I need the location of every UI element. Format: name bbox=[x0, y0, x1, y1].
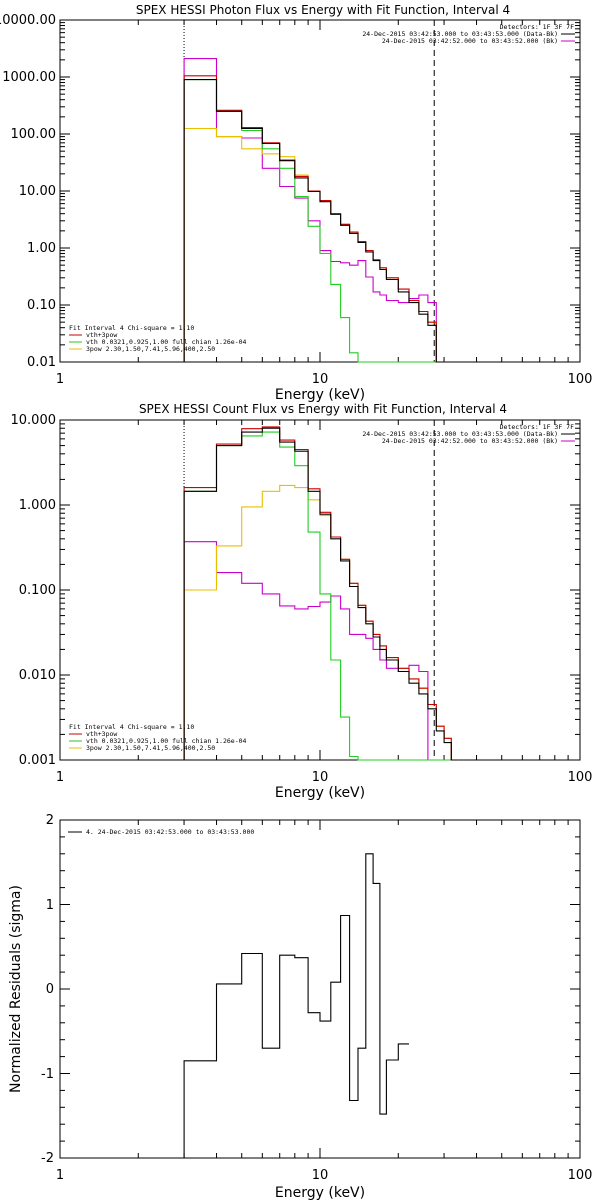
count-ytick-label: 10.000 bbox=[11, 413, 57, 428]
photon-flux-title: SPEX HESSI Photon Flux vs Energy with Fi… bbox=[136, 3, 510, 17]
residual-xtick-label: 100 bbox=[568, 1168, 593, 1183]
total-series-line bbox=[183, 853, 409, 1158]
nonthermal-series-line bbox=[183, 127, 445, 363]
count-ytick-label: 1.000 bbox=[19, 498, 56, 513]
total-series-line bbox=[183, 79, 445, 363]
bk-series-line bbox=[183, 541, 459, 761]
residual-ytick-label: 1 bbox=[46, 898, 54, 913]
photon-ytick-label: 0.01 bbox=[27, 355, 56, 370]
photon-xtick-label: 1 bbox=[56, 372, 64, 387]
count-ytick-label: 0.001 bbox=[19, 753, 56, 768]
residual-yaxis-label: Normalized Residuals (sigma) bbox=[8, 885, 24, 1093]
count-bk-interval-info: 24-Dec-2015 03:42:52.000 to 03:43:52.000… bbox=[382, 437, 558, 445]
photon-ytick-label: 100.00 bbox=[11, 127, 57, 142]
count-ytick-label: 0.010 bbox=[19, 668, 56, 683]
nonthermal-series-line bbox=[183, 484, 459, 761]
residual-ytick-label: 2 bbox=[46, 813, 54, 828]
count-flux-ticks bbox=[59, 419, 581, 761]
photon-bk-interval-info: 24-Dec-2015 03:42:52.000 to 03:43:52.000… bbox=[382, 37, 558, 45]
count-xtick-label: 100 bbox=[568, 770, 593, 785]
residual-ytick-label: 0 bbox=[46, 982, 54, 997]
photon-ytick-label: 1.00 bbox=[27, 241, 56, 256]
residual-ytick-label: -2 bbox=[41, 1151, 54, 1166]
count-legend-sum-label: vth+3pow bbox=[86, 730, 117, 738]
photon-ytick-label: 10000.00 bbox=[0, 13, 56, 28]
photon-legend-3pow-label: 3pow 2.30,1.50,7.41,5.96,400,2.50 bbox=[86, 345, 215, 353]
count-flux-marks bbox=[183, 420, 459, 761]
photon-ytick-label: 1000.00 bbox=[2, 70, 56, 85]
count-data-interval-info: 24-Dec-2015 03:42:53.000 to 03:43:53.000… bbox=[362, 430, 558, 438]
count-flux-title: SPEX HESSI Count Flux vs Energy with Fit… bbox=[139, 402, 507, 416]
vth-series-line bbox=[183, 431, 459, 761]
residual-xtick-label: 10 bbox=[312, 1168, 329, 1183]
count-xtick-label: 1 bbox=[56, 770, 64, 785]
residuals-panel: -2 -1 0 1 2 1 10 100 Energy (keV) Normal… bbox=[8, 813, 592, 1200]
count-xtick-label: 10 bbox=[312, 770, 329, 785]
count-legend-vth-label: vth 0.0321,0.925,1.00 full chian 1.26e-0… bbox=[86, 737, 247, 745]
photon-flux-marks bbox=[183, 20, 445, 363]
photon-ytick-label: 10.00 bbox=[19, 184, 56, 199]
count-flux-panel: SPEX HESSI Count Flux vs Energy with Fit… bbox=[11, 402, 593, 801]
sum-series-line bbox=[183, 75, 445, 363]
bk-series-line bbox=[183, 58, 445, 363]
photon-data-interval-info: 24-Dec-2015 03:42:53.000 to 03:43:53.000… bbox=[362, 30, 558, 38]
photon-xtick-label: 10 bbox=[312, 372, 329, 387]
photon-detectors-info: Detectors: 1F 3F 7F bbox=[500, 23, 574, 31]
total-series-line bbox=[183, 427, 459, 761]
residuals-marks bbox=[183, 853, 409, 1158]
count-fit-interval-label: Fit Interval 4 Chi-square = 1.10 bbox=[69, 723, 194, 731]
count-detectors-info: Detectors: 1F 3F 7F bbox=[500, 423, 574, 431]
residuals-plot-frame bbox=[59, 819, 581, 1159]
count-ytick-label: 0.100 bbox=[19, 583, 56, 598]
photon-xtick-label: 100 bbox=[568, 372, 593, 387]
photon-fit-interval-label: Fit Interval 4 Chi-square = 1.10 bbox=[69, 324, 194, 332]
residual-xtick-label: 1 bbox=[56, 1168, 64, 1183]
photon-ytick-label: 0.10 bbox=[27, 298, 56, 313]
photon-flux-ticks bbox=[59, 19, 581, 363]
count-xaxis-label: Energy (keV) bbox=[275, 785, 365, 801]
photon-flux-panel: SPEX HESSI Photon Flux vs Energy with Fi… bbox=[0, 3, 592, 403]
photon-xaxis-label: Energy (keV) bbox=[275, 387, 365, 403]
count-legend-3pow-label: 3pow 2.30,1.50,7.41,5.96,400,2.50 bbox=[86, 744, 215, 752]
residual-legend-label: 4. 24-Dec-2015 03:42:53.000 to 03:43:53.… bbox=[86, 828, 254, 836]
photon-legend-sum-label: vth+3pow bbox=[86, 331, 117, 339]
vth-series-line bbox=[183, 79, 445, 363]
photon-legend-vth-label: vth 0.0321,0.925,1.00 full chian 1.26e-0… bbox=[86, 338, 247, 346]
residuals-ticks bbox=[59, 819, 581, 1159]
residual-xaxis-label: Energy (keV) bbox=[275, 1185, 365, 1200]
residual-ytick-label: -1 bbox=[41, 1067, 54, 1082]
